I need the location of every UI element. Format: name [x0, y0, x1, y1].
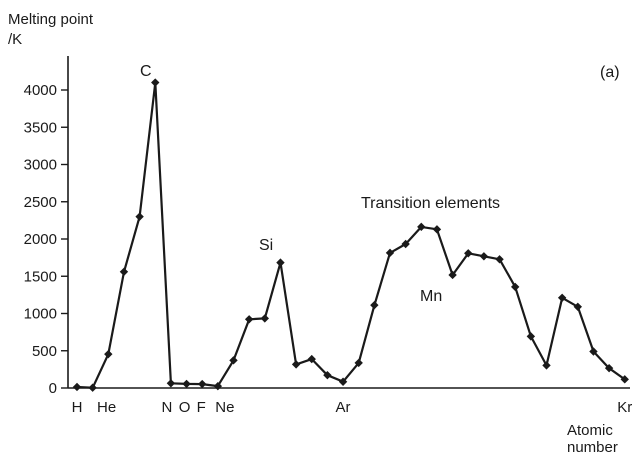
element-label-he: He	[97, 399, 116, 416]
data-point-34	[589, 347, 598, 356]
annotation-transition-elements: Transition elements	[361, 195, 500, 212]
element-label-n: N	[161, 399, 172, 416]
y-tick-label-1500: 1500	[24, 268, 57, 285]
series-line	[76, 81, 626, 389]
data-point-27	[479, 252, 489, 261]
element-label-f: F	[197, 399, 206, 416]
data-point-36	[620, 375, 629, 384]
data-point-19	[354, 358, 363, 368]
annotation-c: C	[140, 63, 152, 80]
data-point-26	[464, 249, 473, 258]
data-point-18	[338, 377, 348, 386]
data-point-12	[244, 315, 254, 324]
data-point-25	[448, 270, 457, 280]
y-tick-label-4000: 4000	[24, 82, 57, 99]
y-tick-label-500: 500	[32, 343, 57, 360]
data-point-28	[495, 255, 504, 264]
data-point-13	[260, 314, 269, 323]
data-point-22	[401, 239, 410, 249]
data-point-7	[166, 379, 176, 388]
y-tick-label-3500: 3500	[24, 119, 57, 136]
element-labels: H He N O F Ne Ar Kr	[72, 399, 632, 416]
y-tick-label-0: 0	[49, 380, 57, 397]
axes	[67, 56, 630, 389]
data-point-16	[307, 354, 316, 364]
data-point-3	[104, 349, 113, 359]
element-label-kr: Kr	[617, 399, 632, 416]
y-tick-label-2000: 2000	[24, 231, 57, 248]
data-point-31	[542, 361, 551, 370]
data-point-35	[604, 363, 614, 373]
data-point-33	[573, 302, 582, 311]
data-point-15	[291, 360, 301, 369]
annotation-si: Si	[259, 237, 273, 254]
data-point-21	[385, 248, 395, 258]
series-melting-point	[72, 78, 629, 392]
data-point-10	[213, 381, 223, 391]
y-tick-label-1000: 1000	[24, 306, 57, 323]
data-point-8	[182, 379, 191, 389]
data-point-24	[432, 225, 442, 234]
data-point-5	[135, 212, 144, 221]
element-label-h: H	[72, 399, 83, 416]
data-point-14	[276, 258, 285, 267]
element-label-o: O	[179, 399, 191, 416]
y-tick-label-3000: 3000	[24, 157, 57, 174]
data-point-2	[88, 383, 97, 392]
data-point-9	[198, 379, 207, 389]
data-point-23	[417, 222, 426, 232]
y-axis-title-line2: /K	[8, 31, 22, 48]
data-point-6	[151, 78, 160, 87]
y-axis-title-line1: Melting point	[8, 11, 94, 28]
panel-label: (a)	[600, 64, 620, 81]
annotation-mn: Mn	[420, 288, 442, 305]
y-tick-label-2500: 2500	[24, 194, 57, 211]
data-point-1	[72, 382, 82, 392]
data-point-29	[511, 282, 520, 292]
data-point-17	[323, 370, 332, 380]
data-point-30	[526, 332, 536, 341]
element-label-ne: Ne	[215, 399, 234, 416]
element-label-ar: Ar	[336, 399, 351, 416]
x-axis-title-line1: Atomic	[567, 422, 613, 439]
data-point-4	[119, 267, 129, 276]
data-point-32	[557, 293, 567, 302]
x-axis-title-line2: number	[567, 439, 618, 455]
data-point-20	[370, 300, 379, 310]
data-point-11	[229, 356, 238, 365]
y-ticks: 0 500 1000 1500 2000 2500 3000 3500 4000	[24, 82, 68, 397]
